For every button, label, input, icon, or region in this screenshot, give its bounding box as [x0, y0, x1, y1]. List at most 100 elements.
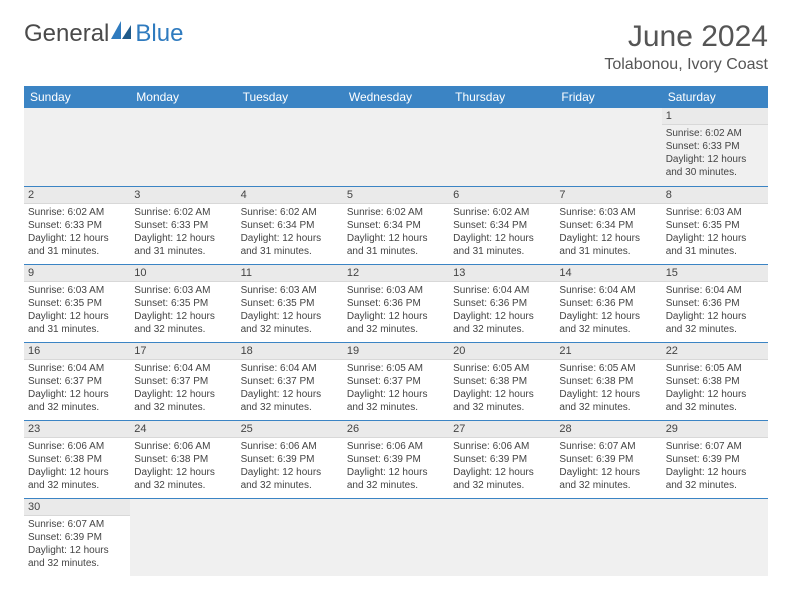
daylight-text: Daylight: 12 hours and 31 minutes.: [28, 232, 126, 258]
sunset-text: Sunset: 6:35 PM: [241, 297, 339, 310]
calendar-cell: 22Sunrise: 6:05 AMSunset: 6:38 PMDayligh…: [662, 342, 768, 420]
sunset-text: Sunset: 6:36 PM: [453, 297, 551, 310]
calendar-cell: 3Sunrise: 6:02 AMSunset: 6:33 PMDaylight…: [130, 186, 236, 264]
day-number: 6: [449, 187, 555, 204]
calendar-cell: [24, 108, 130, 186]
sunrise-text: Sunrise: 6:03 AM: [666, 206, 764, 219]
daylight-text: Daylight: 12 hours and 31 minutes.: [559, 232, 657, 258]
daylight-text: Daylight: 12 hours and 31 minutes.: [666, 232, 764, 258]
daylight-text: Daylight: 12 hours and 32 minutes.: [559, 466, 657, 492]
sunrise-text: Sunrise: 6:06 AM: [347, 440, 445, 453]
day-details: Sunrise: 6:05 AMSunset: 6:37 PMDaylight:…: [343, 360, 449, 416]
calendar-cell: [130, 108, 236, 186]
brand-part2: Blue: [135, 20, 183, 48]
day-header: Saturday: [662, 86, 768, 108]
calendar-cell: 10Sunrise: 6:03 AMSunset: 6:35 PMDayligh…: [130, 264, 236, 342]
month-title: June 2024: [604, 20, 768, 54]
calendar-week: 16Sunrise: 6:04 AMSunset: 6:37 PMDayligh…: [24, 342, 768, 420]
daylight-text: Daylight: 12 hours and 32 minutes.: [666, 388, 764, 414]
daylight-text: Daylight: 12 hours and 32 minutes.: [28, 466, 126, 492]
day-number: 27: [449, 421, 555, 438]
calendar-cell: [237, 498, 343, 576]
sunset-text: Sunset: 6:36 PM: [347, 297, 445, 310]
sunset-text: Sunset: 6:33 PM: [28, 219, 126, 232]
day-number: 21: [555, 343, 661, 360]
calendar-cell: 12Sunrise: 6:03 AMSunset: 6:36 PMDayligh…: [343, 264, 449, 342]
daylight-text: Daylight: 12 hours and 32 minutes.: [347, 466, 445, 492]
calendar-cell: 6Sunrise: 6:02 AMSunset: 6:34 PMDaylight…: [449, 186, 555, 264]
daylight-text: Daylight: 12 hours and 31 minutes.: [134, 232, 232, 258]
calendar-cell: 13Sunrise: 6:04 AMSunset: 6:36 PMDayligh…: [449, 264, 555, 342]
day-number: 17: [130, 343, 236, 360]
day-details: Sunrise: 6:04 AMSunset: 6:37 PMDaylight:…: [130, 360, 236, 416]
day-number: 12: [343, 265, 449, 282]
day-details: Sunrise: 6:05 AMSunset: 6:38 PMDaylight:…: [555, 360, 661, 416]
daylight-text: Daylight: 12 hours and 32 minutes.: [347, 388, 445, 414]
sunset-text: Sunset: 6:34 PM: [559, 219, 657, 232]
calendar-cell: 14Sunrise: 6:04 AMSunset: 6:36 PMDayligh…: [555, 264, 661, 342]
day-details: Sunrise: 6:03 AMSunset: 6:36 PMDaylight:…: [343, 282, 449, 338]
sunrise-text: Sunrise: 6:07 AM: [28, 518, 126, 531]
sunrise-text: Sunrise: 6:05 AM: [559, 362, 657, 375]
day-header: Sunday: [24, 86, 130, 108]
daylight-text: Daylight: 12 hours and 32 minutes.: [559, 310, 657, 336]
calendar-cell: [343, 108, 449, 186]
sunset-text: Sunset: 6:34 PM: [347, 219, 445, 232]
calendar-week: 30Sunrise: 6:07 AMSunset: 6:39 PMDayligh…: [24, 498, 768, 576]
day-details: Sunrise: 6:03 AMSunset: 6:35 PMDaylight:…: [24, 282, 130, 338]
calendar-cell: 30Sunrise: 6:07 AMSunset: 6:39 PMDayligh…: [24, 498, 130, 576]
daylight-text: Daylight: 12 hours and 32 minutes.: [134, 388, 232, 414]
sunset-text: Sunset: 6:38 PM: [666, 375, 764, 388]
sunrise-text: Sunrise: 6:04 AM: [666, 284, 764, 297]
calendar-cell: 5Sunrise: 6:02 AMSunset: 6:34 PMDaylight…: [343, 186, 449, 264]
sunset-text: Sunset: 6:39 PM: [559, 453, 657, 466]
calendar-week: 2Sunrise: 6:02 AMSunset: 6:33 PMDaylight…: [24, 186, 768, 264]
calendar-cell: 18Sunrise: 6:04 AMSunset: 6:37 PMDayligh…: [237, 342, 343, 420]
daylight-text: Daylight: 12 hours and 32 minutes.: [241, 310, 339, 336]
calendar-cell: [237, 108, 343, 186]
sunrise-text: Sunrise: 6:05 AM: [666, 362, 764, 375]
sunrise-text: Sunrise: 6:03 AM: [241, 284, 339, 297]
day-number: 2: [24, 187, 130, 204]
location-label: Tolabonou, Ivory Coast: [604, 56, 768, 74]
sunset-text: Sunset: 6:38 PM: [28, 453, 126, 466]
day-number: 5: [343, 187, 449, 204]
day-number: 11: [237, 265, 343, 282]
daylight-text: Daylight: 12 hours and 32 minutes.: [453, 466, 551, 492]
sunrise-text: Sunrise: 6:02 AM: [347, 206, 445, 219]
sunrise-text: Sunrise: 6:05 AM: [453, 362, 551, 375]
daylight-text: Daylight: 12 hours and 31 minutes.: [453, 232, 551, 258]
daylight-text: Daylight: 12 hours and 32 minutes.: [241, 388, 339, 414]
day-header: Friday: [555, 86, 661, 108]
day-details: Sunrise: 6:02 AMSunset: 6:33 PMDaylight:…: [130, 204, 236, 260]
sunrise-text: Sunrise: 6:07 AM: [666, 440, 764, 453]
sunset-text: Sunset: 6:35 PM: [134, 297, 232, 310]
day-number: 13: [449, 265, 555, 282]
calendar-cell: 28Sunrise: 6:07 AMSunset: 6:39 PMDayligh…: [555, 420, 661, 498]
day-details: Sunrise: 6:06 AMSunset: 6:38 PMDaylight:…: [24, 438, 130, 494]
calendar-cell: 15Sunrise: 6:04 AMSunset: 6:36 PMDayligh…: [662, 264, 768, 342]
day-header: Tuesday: [237, 86, 343, 108]
calendar-cell: 25Sunrise: 6:06 AMSunset: 6:39 PMDayligh…: [237, 420, 343, 498]
day-number: 7: [555, 187, 661, 204]
calendar-cell: 17Sunrise: 6:04 AMSunset: 6:37 PMDayligh…: [130, 342, 236, 420]
day-details: Sunrise: 6:06 AMSunset: 6:39 PMDaylight:…: [449, 438, 555, 494]
calendar-cell: 1Sunrise: 6:02 AMSunset: 6:33 PMDaylight…: [662, 108, 768, 186]
sunset-text: Sunset: 6:39 PM: [666, 453, 764, 466]
day-details: Sunrise: 6:02 AMSunset: 6:34 PMDaylight:…: [237, 204, 343, 260]
calendar-cell: [449, 498, 555, 576]
day-header: Thursday: [449, 86, 555, 108]
daylight-text: Daylight: 12 hours and 32 minutes.: [347, 310, 445, 336]
day-number: 15: [662, 265, 768, 282]
day-details: Sunrise: 6:06 AMSunset: 6:38 PMDaylight:…: [130, 438, 236, 494]
day-number: 23: [24, 421, 130, 438]
sunrise-text: Sunrise: 6:02 AM: [666, 127, 764, 140]
sunset-text: Sunset: 6:37 PM: [28, 375, 126, 388]
day-number: 14: [555, 265, 661, 282]
sunrise-text: Sunrise: 6:06 AM: [28, 440, 126, 453]
day-number: 18: [237, 343, 343, 360]
day-details: Sunrise: 6:04 AMSunset: 6:37 PMDaylight:…: [24, 360, 130, 416]
day-number: 1: [662, 108, 768, 125]
sunrise-text: Sunrise: 6:04 AM: [28, 362, 126, 375]
day-details: Sunrise: 6:05 AMSunset: 6:38 PMDaylight:…: [662, 360, 768, 416]
